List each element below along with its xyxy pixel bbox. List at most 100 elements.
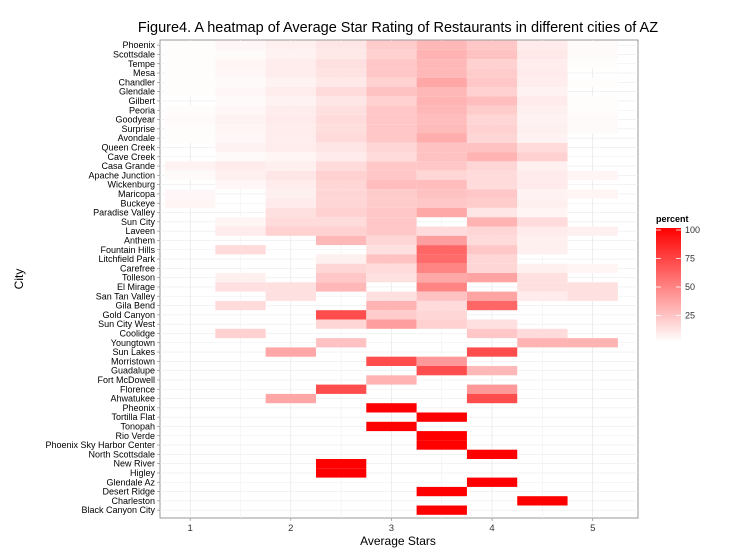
heatmap-cell [265, 114, 316, 125]
heatmap-cell [416, 170, 467, 180]
heatmap-cell [265, 96, 316, 106]
heatmap-cell [517, 226, 568, 236]
heatmap-cell [315, 105, 367, 115]
heatmap-cell [265, 189, 316, 199]
heatmap-cell [315, 180, 367, 190]
heatmap-cell [416, 486, 467, 497]
y-tick-label: Gila Bend [115, 301, 155, 311]
heatmap-cell [315, 161, 367, 171]
heatmap-cell [315, 235, 367, 246]
heatmap-cell [466, 217, 518, 227]
y-tick-label: Buckeye [120, 198, 155, 208]
heatmap-cell [366, 96, 417, 106]
y-tick-label: Anthem [124, 235, 155, 245]
heatmap-cell [466, 291, 518, 301]
x-tick-label: 4 [489, 523, 494, 534]
heatmap-cell [567, 189, 618, 199]
heatmap-cell [517, 207, 568, 218]
y-tick-label: Charleston [111, 496, 155, 506]
heatmap-cell [215, 49, 266, 60]
heatmap-cell [315, 96, 367, 106]
heatmap-cell [466, 273, 518, 283]
heatmap-cell [265, 393, 316, 404]
heatmap-cell [265, 347, 316, 357]
heatmap-cell [466, 105, 518, 115]
heatmap-cell [215, 133, 266, 143]
heatmap-cell [366, 300, 417, 311]
heatmap-cell [366, 59, 417, 69]
heatmap-cell [517, 338, 568, 348]
heatmap-cell [416, 235, 467, 246]
x-tick-label: 5 [590, 523, 595, 534]
heatmap-cell [466, 87, 518, 97]
heatmap-cell [517, 124, 568, 134]
heatmap-cell [466, 226, 518, 236]
heatmap-cell [315, 319, 367, 329]
heatmap-cell [466, 198, 518, 208]
heatmap-cell [416, 198, 467, 208]
heatmap-cell [517, 133, 568, 143]
y-tick-label: Wickenburg [107, 180, 155, 190]
y-tick-label: Surprise [121, 124, 155, 134]
heatmap-cell [517, 291, 568, 301]
y-tick-label: San Tan Valley [96, 291, 156, 301]
heatmap-cell [466, 59, 518, 69]
y-tick-label: Morristown [111, 356, 155, 366]
y-tick-label: Peoria [129, 105, 155, 115]
y-tick-label: Sun City [121, 217, 156, 227]
heatmap-cell [265, 77, 316, 87]
heatmap-cell [366, 356, 417, 366]
y-tick-label: Ahwatukee [110, 394, 155, 404]
heatmap-cell [366, 49, 417, 60]
y-tick-label: New River [113, 459, 155, 469]
y-tick-label: Tempe [128, 59, 155, 69]
heatmap-cell [517, 328, 568, 339]
heatmap-cell [366, 77, 417, 87]
heatmap-cell [315, 49, 367, 60]
y-tick-label: Fort McDowell [97, 375, 155, 385]
x-tick-label: 3 [389, 523, 394, 534]
heatmap-cell [517, 180, 568, 190]
y-tick-label: Maricopa [118, 189, 155, 199]
heatmap-cell [315, 254, 367, 264]
heatmap-cell [466, 347, 518, 357]
heatmap-cell [265, 161, 316, 171]
heatmap-cell [265, 180, 316, 190]
heatmap-cell [466, 189, 518, 199]
y-tick-label: Tolleson [122, 273, 155, 283]
heatmap-cell [416, 431, 467, 441]
heatmap-cell [215, 77, 266, 87]
heatmap-cell [567, 105, 618, 115]
heatmap-cell [416, 366, 467, 376]
heatmap-cell [517, 152, 568, 162]
y-tick-label: Goodyear [115, 115, 155, 125]
legend-colorbar [656, 228, 681, 342]
heatmap-cell [466, 254, 518, 264]
y-tick-label: Black Canyon City [81, 505, 155, 515]
heatmap-cell [466, 180, 518, 190]
heatmap-cell [265, 68, 316, 78]
heatmap-cell [517, 142, 568, 153]
heatmap-cell [165, 77, 216, 87]
heatmap-cell [265, 105, 316, 115]
heatmap-cell [315, 170, 367, 180]
heatmap-cell [517, 235, 568, 246]
heatmap-cell [315, 142, 367, 153]
y-tick-label: Avondale [118, 133, 155, 143]
heatmap-cell [416, 310, 467, 320]
y-tick-label: North Scottsdale [88, 449, 155, 459]
y-tick-label: Phoenix Sky Harbor Center [45, 440, 155, 450]
heatmap-cell [315, 198, 367, 208]
y-tick-label: Pheonix [122, 403, 155, 413]
heatmap-cell [416, 356, 467, 366]
heatmap-cell [466, 207, 518, 218]
heatmap-cell [215, 226, 266, 236]
heatmap-cell [265, 170, 316, 180]
y-tick-label: Queen Creek [101, 142, 155, 152]
heatmap-cell [215, 68, 266, 78]
y-tick-label: Sun Lakes [112, 347, 155, 357]
heatmap-cell [466, 77, 518, 87]
heatmap-cell [517, 49, 568, 60]
heatmap-cell [466, 124, 518, 134]
heatmap-cell [315, 282, 367, 292]
